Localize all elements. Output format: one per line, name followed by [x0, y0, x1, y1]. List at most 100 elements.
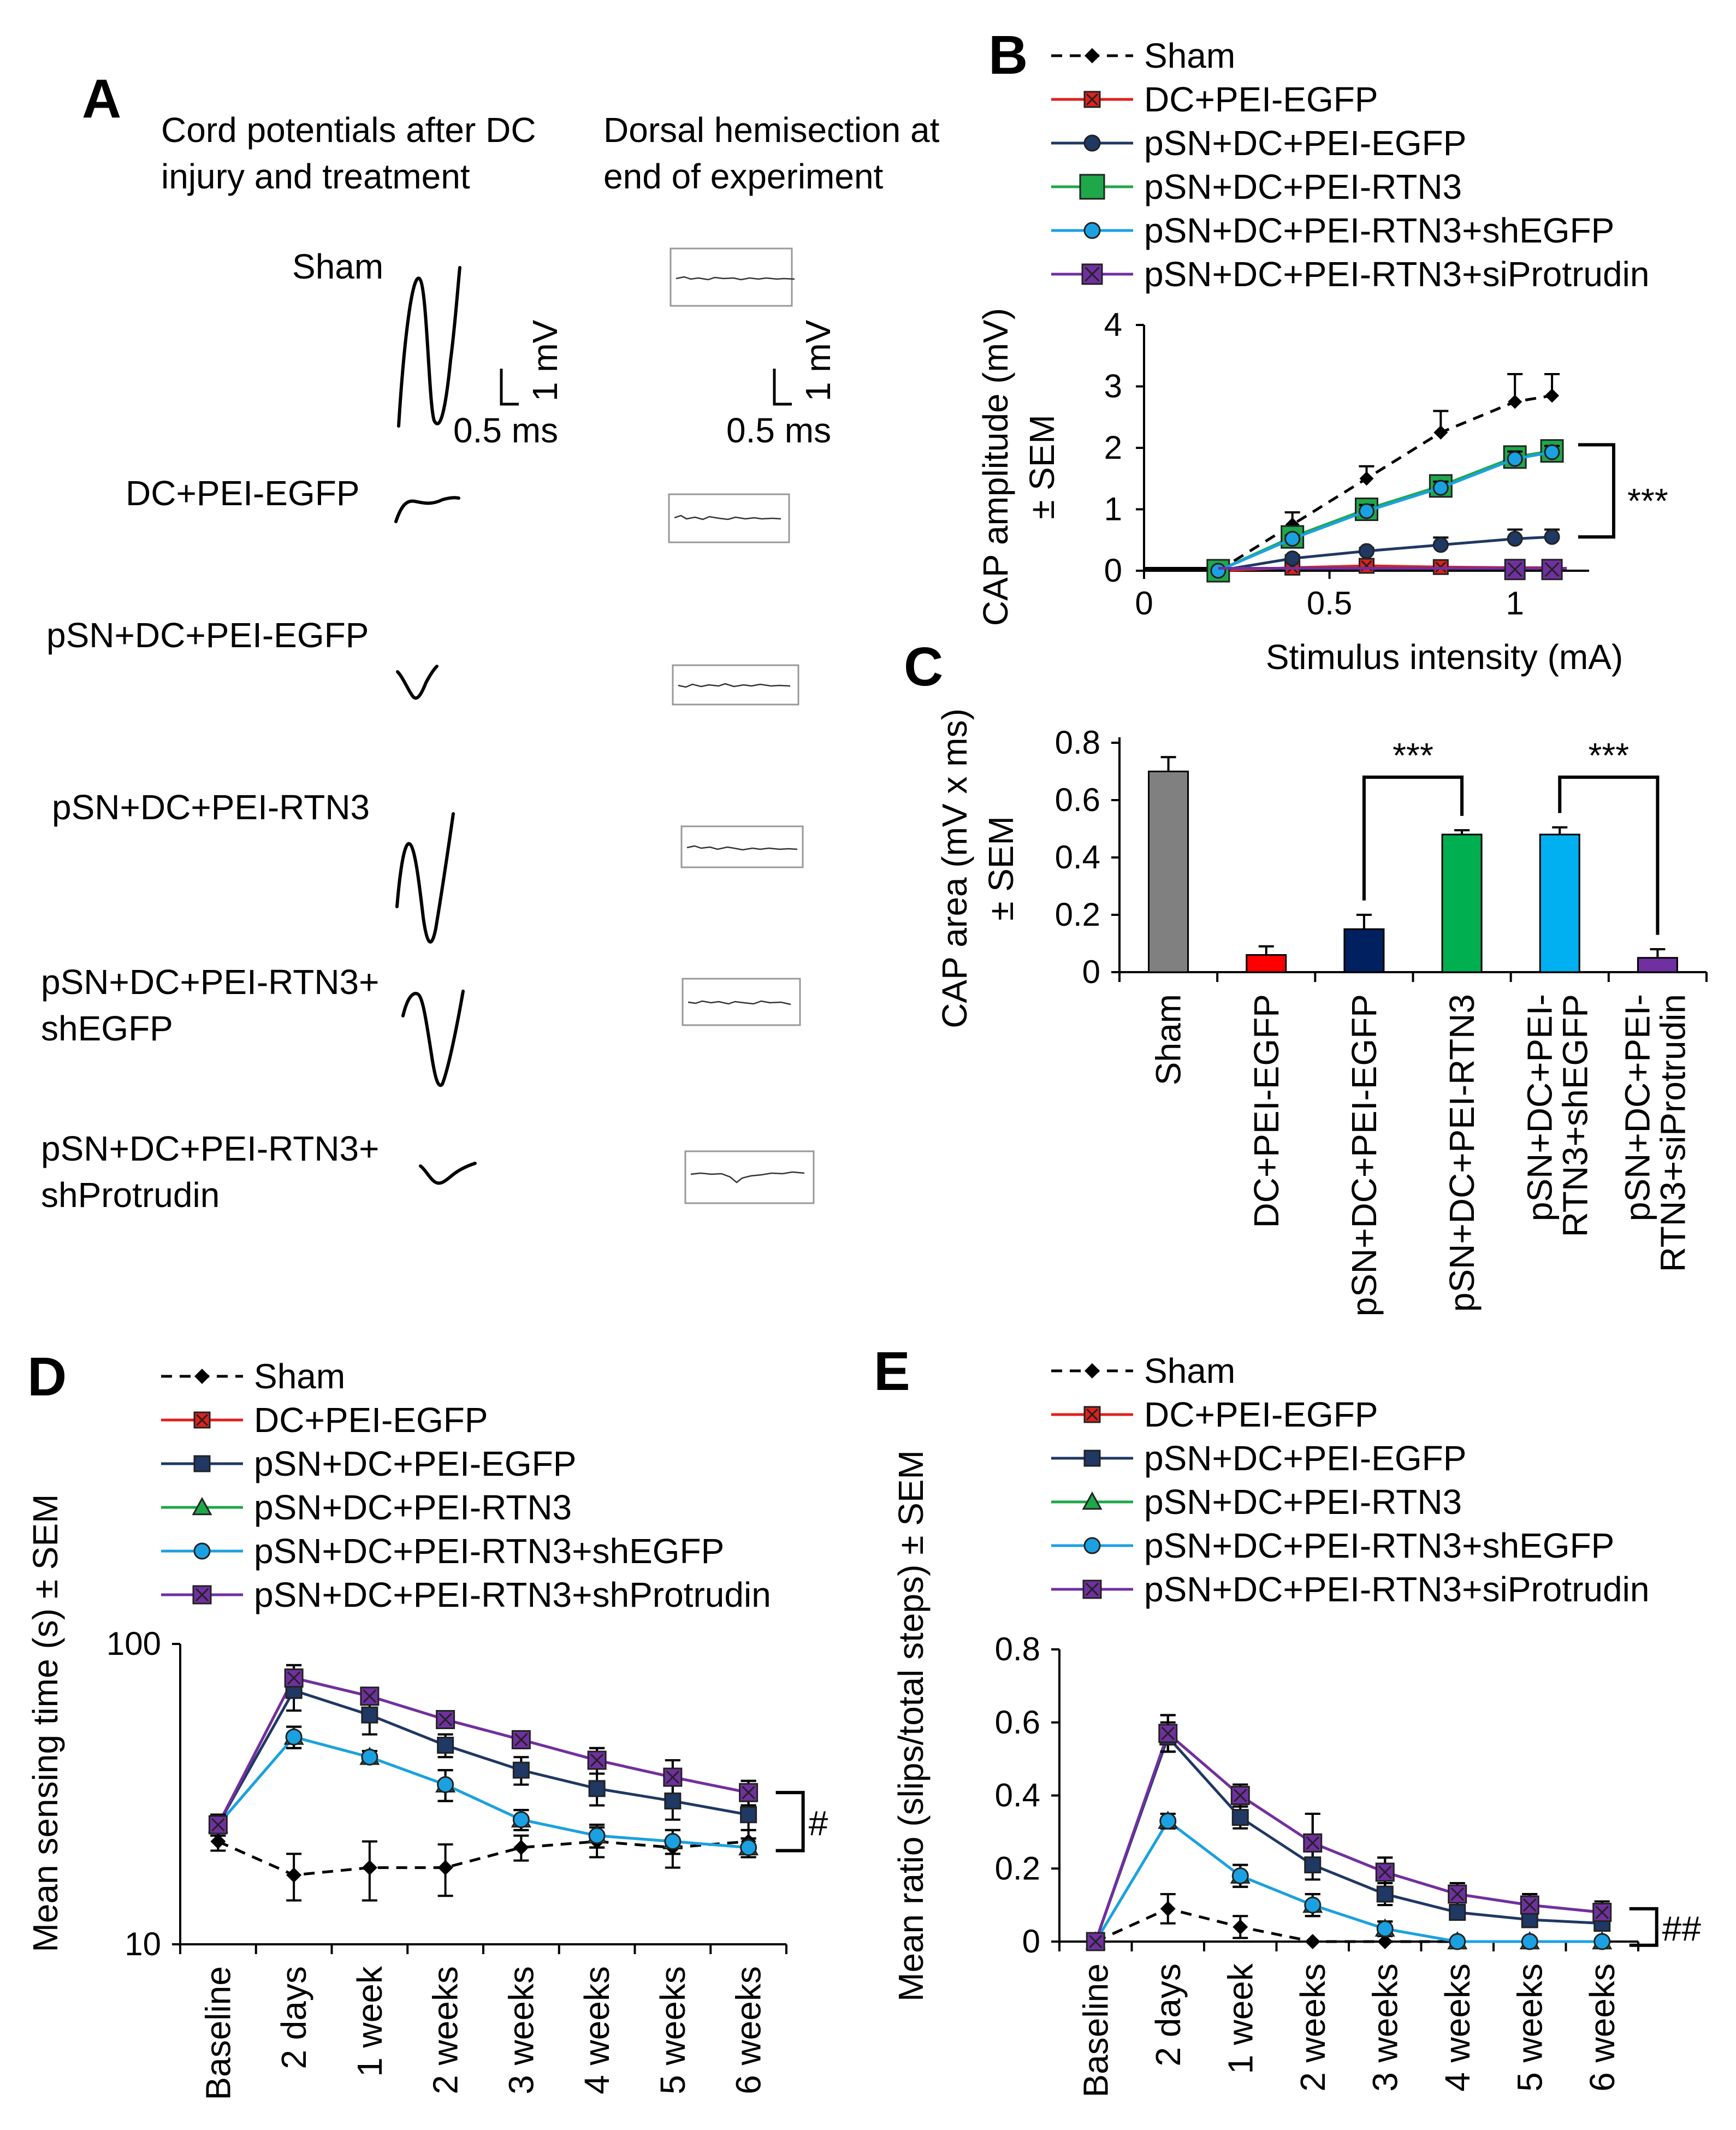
xtick-label: 3 weeks [1365, 1963, 1405, 2092]
legend-label-2: pSN+DC+PEI-EGFP [1144, 123, 1466, 163]
hemisection-trace-sham [676, 276, 795, 281]
xtick-label: 2 days [1148, 1963, 1188, 2067]
panel-b-xtick-label: 0 [1135, 585, 1153, 622]
panel-d-ylabel: Mean sensing time (s) ± SEM [26, 1494, 65, 1952]
panel-c-bar-4 [1539, 833, 1580, 973]
trace-shprotrudin [419, 1162, 477, 1185]
point-2 [740, 1806, 757, 1824]
point-4 [1304, 1896, 1322, 1914]
plot-e: 0 0.2 0.4 0.6 0.8 Baseline 2 days 1 week 2 weeks… [995, 1631, 1702, 2098]
panel-a-row-label-psn-pei-rtn3: pSN+DC+PEI-RTN3 [52, 788, 370, 827]
legend-marker-2 [1083, 134, 1101, 152]
legend-marker-4 [193, 1542, 211, 1560]
point-2 [1304, 1856, 1322, 1874]
hemisection-trace-psn-egfp [678, 683, 791, 688]
xtick-label: 6 weeks [729, 1966, 768, 2094]
panel-a-row-label-sham: Sham [292, 247, 383, 286]
plot-b: 0 1 2 3 4 0 0.5 1 *** [1104, 306, 1668, 622]
point-4 [1521, 1933, 1538, 1950]
point-4 [588, 1827, 606, 1844]
panel-c-category-label: pSN+DC+PEI-RTN3 [1442, 994, 1482, 1312]
point-5-cross [363, 1689, 377, 1703]
legend-marker-4 [1083, 222, 1101, 239]
point-0 [1160, 1901, 1176, 1916]
xtick-label: 4 weeks [1438, 1963, 1477, 2092]
point-4 [1231, 1867, 1249, 1885]
hemisection-box-psn-pei-rtn3 [680, 825, 804, 868]
panel-b-point-cross [1544, 562, 1560, 577]
legend-b: Sham DC+PEI-EGFP pSN+DC+PEI-EGFP pSN+DC+PEI… [1051, 36, 1649, 294]
point-4 [1376, 1920, 1394, 1938]
legend-label-2: pSN+DC+PEI-EGFP [254, 1444, 576, 1483]
ytick-label: 0.6 [995, 1704, 1040, 1741]
point-5-cross [666, 1770, 680, 1784]
hemisection-box-sham [669, 247, 793, 307]
panel-b-xtick-label: 0.5 [1307, 585, 1352, 622]
panel-b-point [1284, 551, 1301, 566]
panel-c-errorbar-3 [1454, 829, 1470, 835]
legend-label-5: pSN+DC+PEI-RTN3+siProtrudin [1144, 1570, 1649, 1609]
panel-c-sig-label-0: *** [1393, 736, 1433, 775]
legend-marker-0 [1085, 1363, 1100, 1378]
plot-c: 0 0.2 0.4 0.6 0.8 Sham DC+PEI-EGFP pSN+DC+PEI-E… [1055, 724, 1708, 1316]
legend-marker-3 [1082, 1491, 1103, 1510]
legend-marker-4 [1083, 1537, 1101, 1554]
panel-a-row-label-shegfp-line1: pSN+DC+PEI-RTN3+ [41, 962, 380, 1002]
panel-c-bar-1 [1246, 954, 1287, 973]
panel-c-ytick-label: 0.4 [1055, 839, 1100, 875]
panel-b-xtick-label: 1 [1506, 585, 1524, 622]
point-5-cross [742, 1785, 755, 1800]
scale-bar-right [773, 369, 792, 406]
xtick-label: 2 weeks [426, 1966, 465, 2094]
panel-c-category-label: Sham [1149, 994, 1188, 1085]
trace-psn-pei-egfp [396, 665, 439, 700]
panel-b-point [1544, 444, 1560, 460]
point-4 [1593, 1933, 1611, 1950]
legend-label-0: Sham [1144, 36, 1235, 75]
panel-a-row-label-psn-pei-egfp: pSN+DC+PEI-EGFP [46, 616, 369, 655]
panel-b: B Sham DC+PEI-EGFP pSN+DC+PEI-EGFP pSN+DC+P… [976, 25, 1668, 677]
point-0 [210, 1833, 226, 1849]
panel-c-category-label-2: RTN3+shEGFP [1555, 994, 1595, 1237]
panel-e-letter: E [874, 1341, 910, 1402]
panel-b-point [1432, 537, 1449, 553]
point-5-cross [287, 1671, 301, 1685]
ytick-label: 0 [1022, 1923, 1040, 1960]
panel-c-errorbar-1 [1258, 945, 1274, 955]
point-4 [740, 1839, 757, 1856]
panel-c-ytick-label: 0.8 [1055, 724, 1100, 761]
panel-b-ytick-label: 4 [1104, 306, 1122, 343]
point-0 [1377, 1934, 1393, 1949]
point-5-cross [1306, 1836, 1320, 1850]
series-line-2 [1094, 1734, 1602, 1942]
point-0 [513, 1839, 529, 1855]
xtick-label: 1 week [350, 1966, 389, 2077]
panel-c-sig-bracket-0 [1362, 776, 1464, 901]
panel-c-errorbar-2 [1356, 914, 1372, 930]
ytick-label: 0.2 [995, 1850, 1040, 1886]
point-4 [1449, 1933, 1466, 1950]
panel-c-bar-3 [1441, 833, 1483, 973]
scale-mv-left: 1 mV [525, 319, 565, 401]
legend-d: Sham DC+PEI-EGFP pSN+DC+PEI-EGFP pSN+DC+PEI… [161, 1357, 771, 1614]
point-5-cross [590, 1753, 604, 1767]
point-2 [1376, 1885, 1394, 1903]
point-4 [512, 1811, 530, 1829]
point-2 [664, 1792, 682, 1810]
legend-marker-5-cross [195, 1588, 209, 1602]
panel-b-point [1507, 531, 1523, 547]
panel-c: C CAP area (mV x ms) ± SEM 0 0.2 0.4 0.6 0.8… [904, 636, 1708, 1316]
panel-b-point [1210, 563, 1227, 579]
panel-c-ytick-label: 0.2 [1055, 896, 1100, 933]
point-2 [588, 1780, 606, 1797]
legend-marker-1-cross [1086, 1409, 1098, 1421]
panel-c-ylabel-line1: CAP area (mV x ms) [935, 708, 974, 1028]
legend-label-4: pSN+DC+PEI-RTN3+shEGFP [1144, 211, 1614, 250]
panel-e-ylabel: Mean ratio (slips/total steps) ± SEM [891, 1450, 931, 2002]
legend-marker-1-cross [1086, 93, 1098, 105]
legend-label-3: pSN+DC+PEI-RTN3 [254, 1488, 572, 1527]
hemisection-box-shprotrudin [684, 1150, 815, 1204]
panel-b-ytick-label: 3 [1104, 368, 1122, 405]
panel-c-letter: C [904, 636, 943, 697]
scale-ms-right: 0.5 ms [726, 411, 831, 450]
